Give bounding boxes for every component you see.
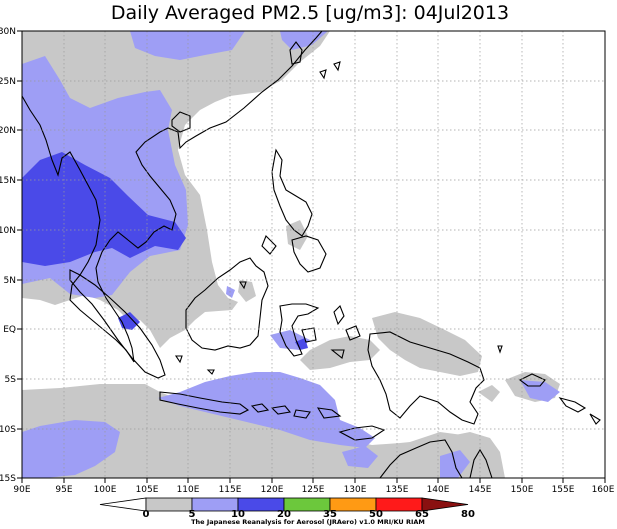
x-tick-label: 100E [94, 485, 117, 495]
y-tick-label: 5S [5, 375, 17, 385]
colorbar-label: 5 [189, 509, 196, 520]
y-tick-label: 10N [0, 226, 16, 236]
y-tick-label: 30N [0, 27, 16, 37]
coastlines [22, 31, 601, 478]
colorbar-label: 65 [415, 509, 429, 520]
y-tick-label: 10S [0, 425, 16, 435]
colorbar-label: 80 [461, 509, 475, 520]
colorbar-label: 0 [143, 509, 150, 520]
x-tick-label: 95E [55, 485, 72, 495]
x-tick-label: 110E [177, 485, 200, 495]
y-tick-label: EQ [3, 325, 16, 335]
colorbar-segment [421, 497, 469, 512]
x-tick-label: 155E [552, 485, 575, 495]
x-tick-label: 130E [344, 485, 367, 495]
x-axis-labels: 90E 95E 100E 105E 110E 115E 120E 125E 13… [13, 485, 614, 495]
y-axis-labels: 30N 25N 20N 15N 10N 5N EQ 5S 10S 15S [0, 27, 16, 484]
x-tick-label: 105E [136, 485, 159, 495]
tick-marks [17, 30, 606, 483]
x-tick-label: 135E [386, 485, 409, 495]
map-title: Daily Averaged PM2.5 [ug/m3]: 04Jul2013 [111, 2, 509, 24]
x-tick-label: 160E [592, 485, 615, 495]
colorbar-segment [145, 497, 193, 512]
y-tick-label: 15S [0, 474, 16, 484]
colorbar: 0 5 10 20 35 50 65 80 [99, 497, 475, 520]
x-tick-label: 145E [469, 485, 492, 495]
y-tick-label: 20N [0, 126, 16, 136]
y-tick-label: 5N [4, 276, 16, 286]
colorbar-label: 35 [323, 509, 337, 520]
x-tick-label: 150E [511, 485, 534, 495]
graticule [22, 31, 605, 478]
y-tick-label: 15N [0, 176, 16, 186]
x-tick-label: 115E [219, 485, 242, 495]
x-tick-label: 140E [427, 485, 450, 495]
colorbar-label: 50 [369, 509, 383, 520]
colorbar-segment [99, 497, 147, 512]
x-tick-label: 120E [261, 485, 284, 495]
x-tick-label: 125E [302, 485, 325, 495]
x-tick-label: 90E [13, 485, 30, 495]
credit-text: The Japanese Reanalysis for Aerosol (JRA… [191, 518, 425, 526]
pm25-shading [22, 31, 605, 478]
colorbar-label: 10 [231, 509, 245, 520]
y-tick-label: 25N [0, 77, 16, 87]
colorbar-label: 20 [277, 509, 291, 520]
